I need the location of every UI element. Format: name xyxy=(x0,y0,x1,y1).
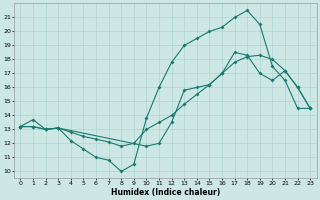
X-axis label: Humidex (Indice chaleur): Humidex (Indice chaleur) xyxy=(111,188,220,197)
